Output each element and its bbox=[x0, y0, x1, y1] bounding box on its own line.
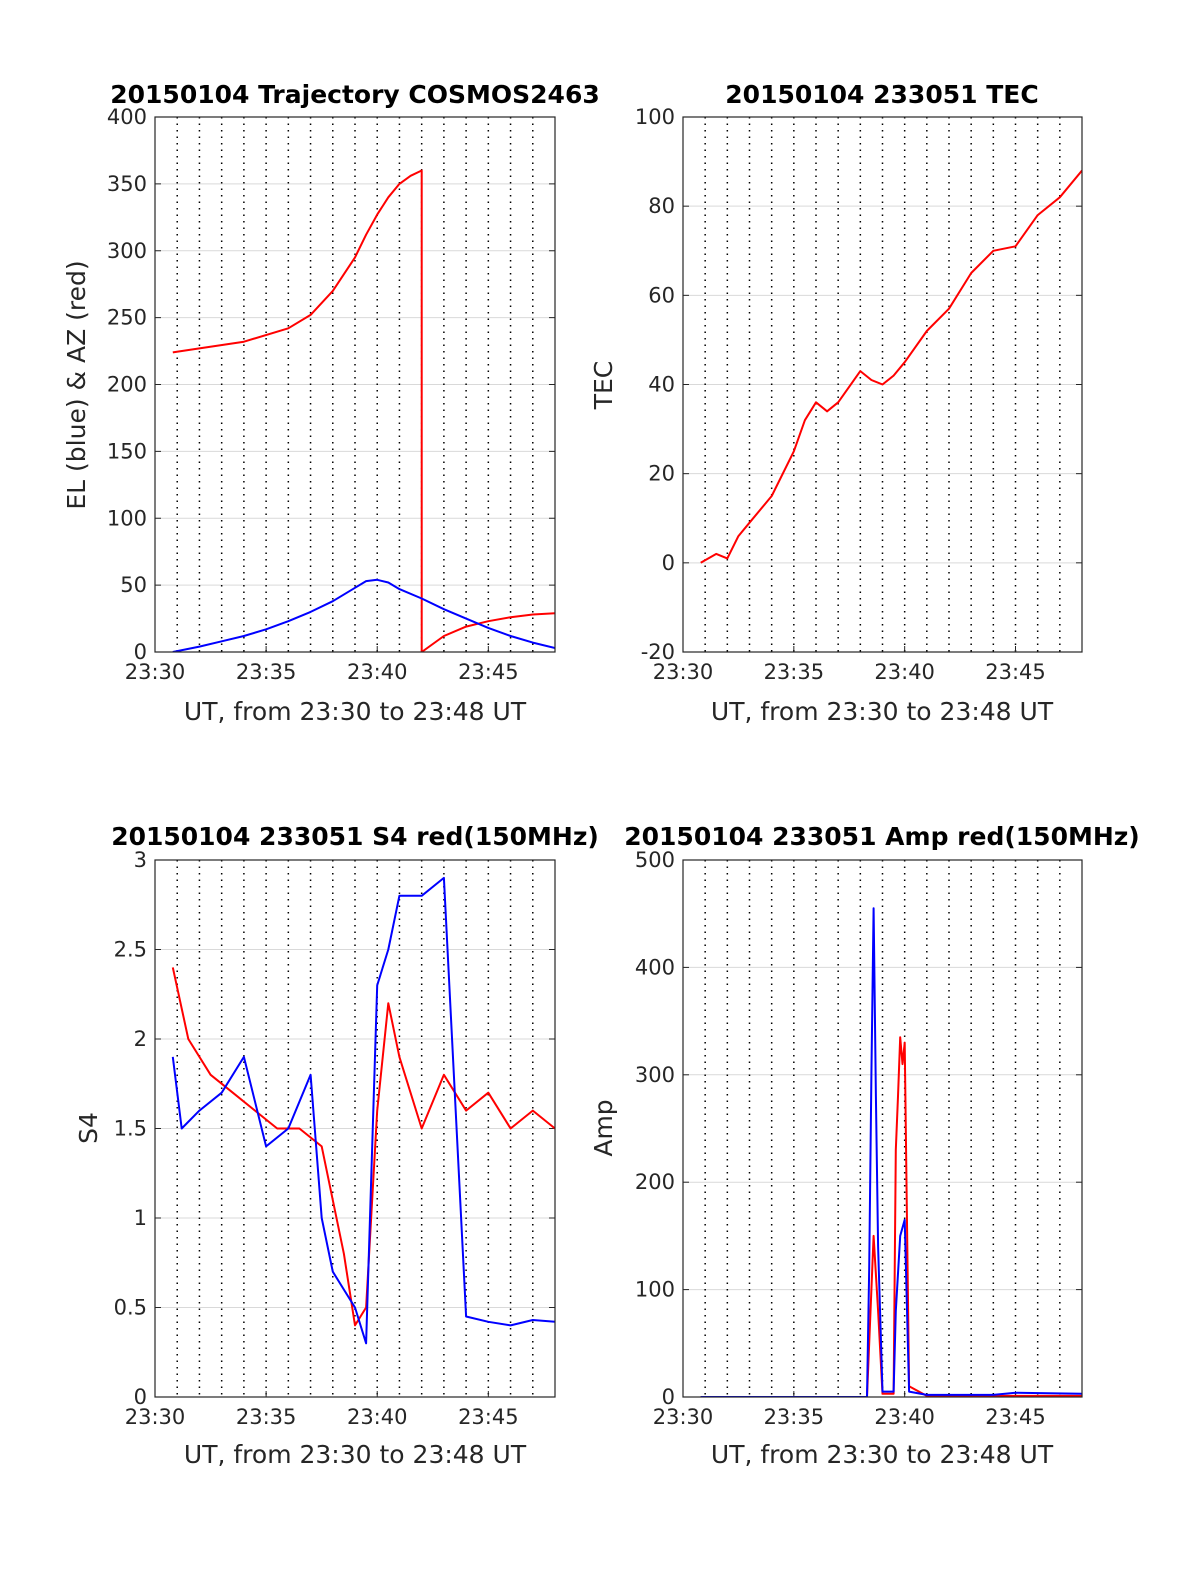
s4-ylabel: S4 bbox=[74, 1112, 103, 1144]
trajectory-title: 20150104 Trajectory COSMOS2463 bbox=[110, 80, 600, 109]
y-tick-label: 100 bbox=[635, 105, 675, 129]
x-tick-label: 23:35 bbox=[764, 1405, 825, 1429]
x-tick-label: 23:35 bbox=[236, 660, 297, 684]
y-tick-label: 1.5 bbox=[114, 1117, 147, 1141]
s4-title: 20150104 233051 S4 red(150MHz) bbox=[111, 822, 599, 851]
y-tick-label: 0 bbox=[662, 1385, 675, 1409]
x-tick-label: 23:30 bbox=[125, 660, 186, 684]
x-tick-label: 23:45 bbox=[458, 1405, 519, 1429]
series-line-red bbox=[171, 967, 555, 1327]
series-line-blue bbox=[171, 876, 555, 1345]
x-tick-label: 23:40 bbox=[347, 660, 408, 684]
tec-xlabel: UT, from 23:30 to 23:48 UT bbox=[711, 697, 1054, 726]
axes-frame bbox=[154, 116, 556, 653]
panel-tec: 20150104 233051 TEC TEC UT, from 23:30 t… bbox=[589, 80, 1083, 726]
x-tick-label: 23:40 bbox=[874, 1405, 935, 1429]
trajectory-plot-area: 0 50 100 150 200 250 300 350 400 23:30 23:35 23:40 2… bbox=[107, 105, 556, 684]
panel-s4: 20150104 233051 S4 red(150MHz) S4 UT, fr… bbox=[74, 822, 599, 1469]
x-tick-label: 23:45 bbox=[985, 660, 1046, 684]
amp-plot-area: 0 100 200 300 400 500 23:30 23:35 23:40 23:45 bbox=[635, 848, 1083, 1429]
y-tick-label: 40 bbox=[648, 373, 675, 397]
amp-title: 20150104 233051 Amp red(150MHz) bbox=[624, 822, 1140, 851]
x-tick-label: 23:30 bbox=[653, 660, 714, 684]
trajectory-xlabel: UT, from 23:30 to 23:48 UT bbox=[184, 697, 527, 726]
x-tick-label: 23:45 bbox=[985, 1405, 1046, 1429]
y-tick-label: 0.5 bbox=[114, 1296, 147, 1320]
y-tick-label: 400 bbox=[107, 105, 147, 129]
y-tick-label: 250 bbox=[107, 306, 147, 330]
y-tick-label: 50 bbox=[120, 573, 147, 597]
panel-trajectory: 20150104 Trajectory COSMOS2463 EL (blue)… bbox=[62, 80, 600, 726]
y-tick-label: 2.5 bbox=[114, 938, 147, 962]
axes-frame bbox=[682, 859, 1083, 1398]
y-tick-label: 500 bbox=[635, 848, 675, 872]
series-line-red bbox=[700, 169, 1082, 564]
y-tick-label: 0 bbox=[134, 1385, 147, 1409]
y-tick-label: 200 bbox=[635, 1170, 675, 1194]
x-tick-label: 23:45 bbox=[458, 660, 519, 684]
amp-ylabel: Amp bbox=[589, 1099, 618, 1156]
y-tick-label: 350 bbox=[107, 172, 147, 196]
axes-frame bbox=[154, 859, 556, 1398]
y-tick-label: 2 bbox=[134, 1027, 147, 1051]
y-tick-label: 200 bbox=[107, 373, 147, 397]
series-line-blue bbox=[172, 578, 555, 652]
x-tick-label: 23:40 bbox=[874, 660, 935, 684]
y-tick-label: 3 bbox=[134, 848, 147, 872]
y-tick-label: 300 bbox=[635, 1063, 675, 1087]
tec-plot-area: -20 0 20 40 60 80 100 23:30 23:35 23:40 23:45 bbox=[635, 105, 1083, 684]
y-tick-label: 300 bbox=[107, 239, 147, 263]
x-tick-label: 23:35 bbox=[764, 660, 825, 684]
series-line-blue bbox=[700, 907, 1082, 1397]
y-tick-label: -20 bbox=[641, 640, 675, 664]
x-tick-label: 23:35 bbox=[236, 1405, 297, 1429]
trajectory-ylabel: EL (blue) & AZ (red) bbox=[62, 260, 91, 509]
amp-xlabel: UT, from 23:30 to 23:48 UT bbox=[711, 1440, 1054, 1469]
y-tick-label: 0 bbox=[134, 640, 147, 664]
y-tick-label: 400 bbox=[635, 955, 675, 979]
x-tick-label: 23:40 bbox=[347, 1405, 408, 1429]
series-line-red bbox=[172, 169, 555, 652]
s4-plot-area: 0 0.5 1 1.5 2 2.5 3 23:30 23:35 23:40 23:45 bbox=[114, 848, 556, 1429]
y-tick-label: 100 bbox=[635, 1278, 675, 1302]
y-tick-label: 100 bbox=[107, 506, 147, 530]
tec-title: 20150104 233051 TEC bbox=[725, 80, 1038, 109]
s4-xlabel: UT, from 23:30 to 23:48 UT bbox=[184, 1440, 527, 1469]
plot-background bbox=[683, 860, 1082, 1397]
y-tick-label: 20 bbox=[648, 462, 675, 486]
x-tick-label: 23:30 bbox=[125, 1405, 186, 1429]
axes-frame bbox=[682, 116, 1083, 653]
y-tick-label: 60 bbox=[648, 283, 675, 307]
y-tick-label: 0 bbox=[662, 551, 675, 575]
series-line-red bbox=[700, 1036, 1082, 1397]
y-tick-label: 1 bbox=[134, 1206, 147, 1230]
tec-ylabel: TEC bbox=[589, 361, 618, 411]
panel-amp: 20150104 233051 Amp red(150MHz) Amp UT, … bbox=[589, 822, 1140, 1469]
y-tick-label: 150 bbox=[107, 439, 147, 463]
y-tick-label: 80 bbox=[648, 194, 675, 218]
x-tick-label: 23:30 bbox=[653, 1405, 714, 1429]
